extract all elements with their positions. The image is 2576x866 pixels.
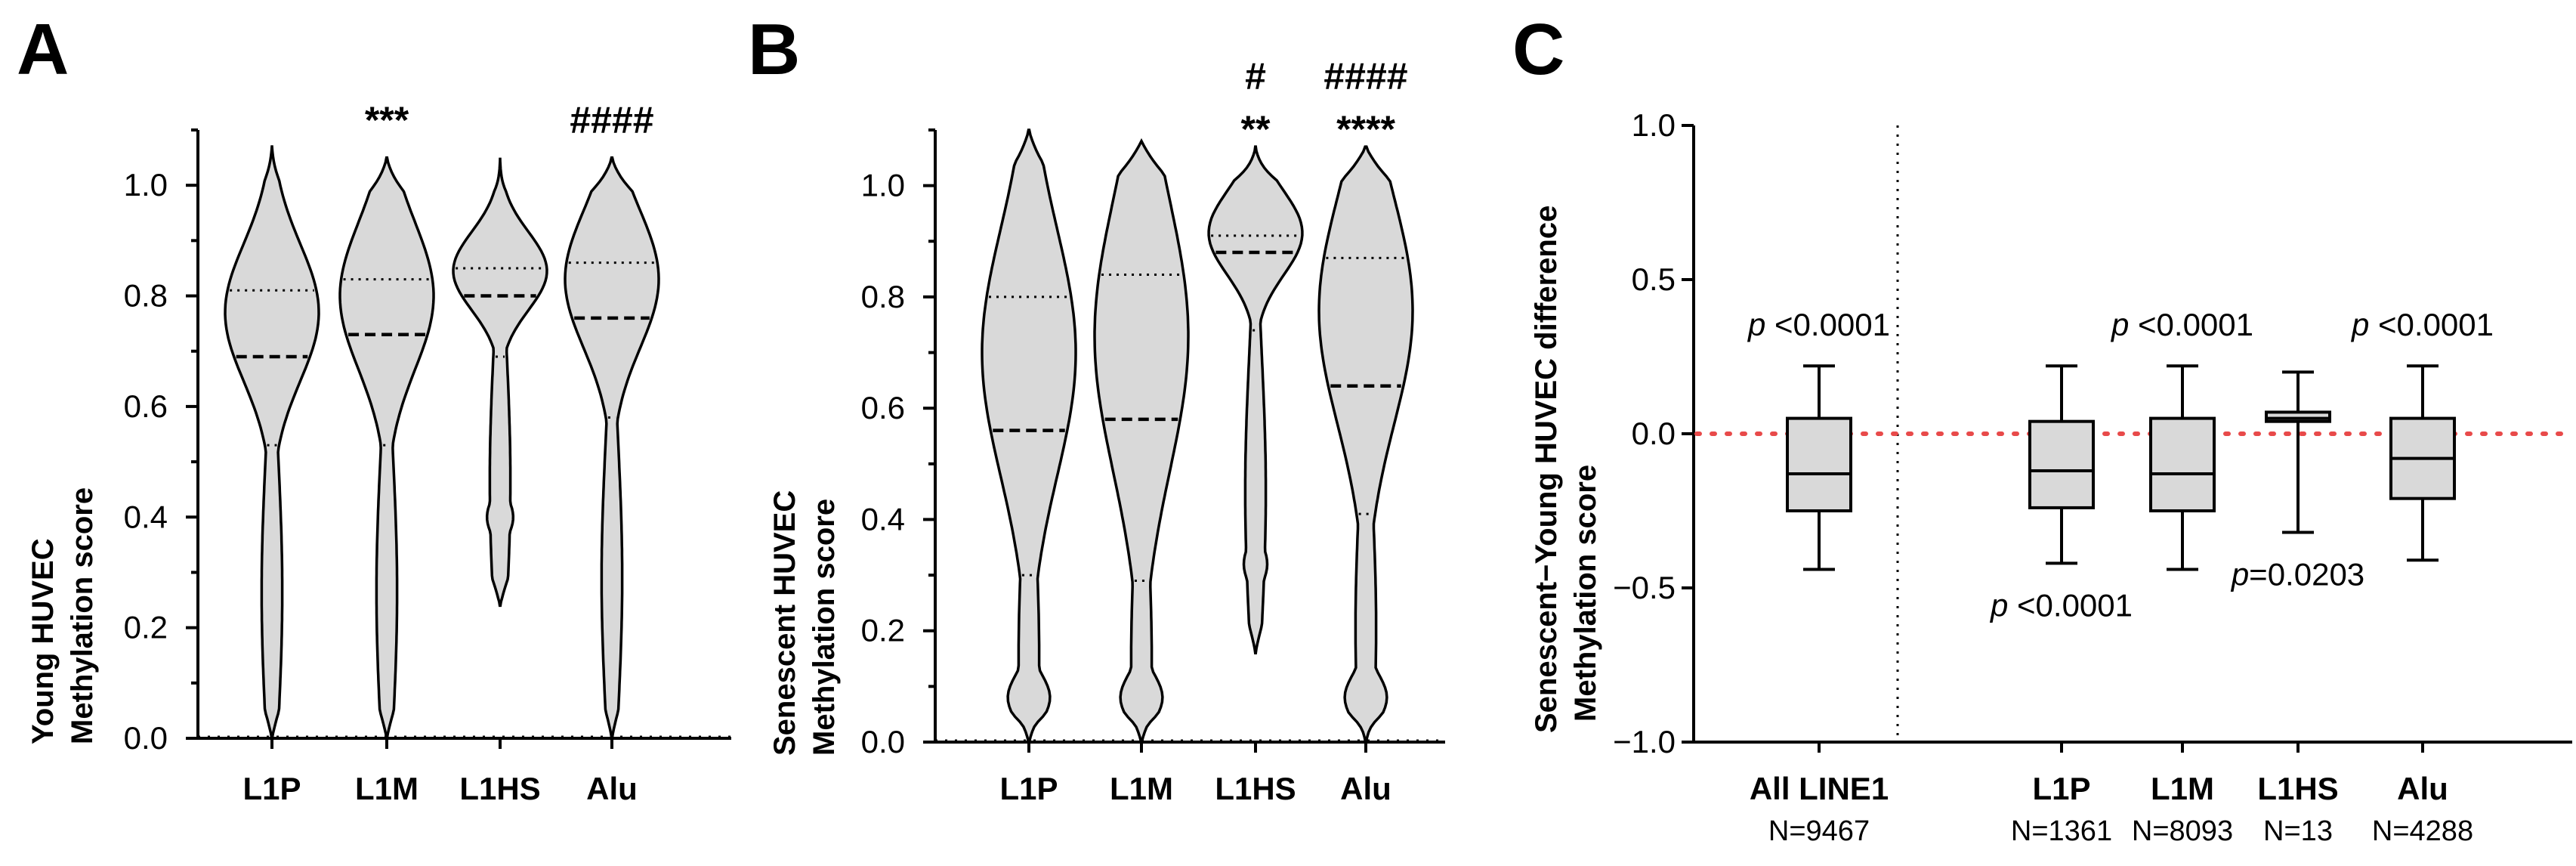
y-tick-label: 0.0: [124, 720, 168, 756]
panel-a-y-title-line1: Young HUVEC: [26, 538, 60, 744]
violin-l1p: [981, 128, 1077, 744]
panel-b-y-title-line1: Senescent HUVEC: [768, 490, 802, 756]
p-value-text: =0.0203: [2249, 557, 2364, 592]
x-tick-label-all-line1: All LINE1: [1750, 771, 1889, 806]
y-tick-label: 0.5: [1632, 261, 1676, 297]
panel-letter-c: C: [1512, 9, 1564, 90]
y-tick-label: −0.5: [1613, 570, 1676, 605]
x-tick-label-l1m: L1M: [355, 771, 419, 806]
significance-annotation: ***: [365, 99, 409, 141]
y-tick-label: 0.2: [861, 613, 905, 648]
panel-c-box-chart: Senescent−Young HUVEC difference Methyla…: [1530, 107, 2574, 847]
y-tick-label: 0.0: [861, 724, 905, 759]
panel-b-violin-chart: Senescent HUVEC Methylation score 0.0 0.2…: [768, 55, 1445, 806]
y-tick-label: 0.8: [861, 279, 905, 314]
p-symbol: p: [2110, 307, 2129, 342]
y-tick-label: 1.0: [1632, 107, 1676, 143]
violin-alu: [1317, 145, 1414, 744]
significance-annotation-bottom: ****: [1336, 108, 1395, 150]
p-value-label-l1p: p <0.0001: [1989, 587, 2133, 623]
x-tick-label-alu: Alu: [1340, 771, 1391, 806]
sample-size-label-l1p: N=1361: [2011, 815, 2112, 847]
panel-letter-b: B: [748, 9, 800, 90]
x-tick-label-l1p: L1P: [999, 771, 1058, 806]
x-tick-label-l1m: L1M: [1110, 771, 1173, 806]
y-tick-label: 0.0: [1632, 416, 1676, 451]
violin-l1hs: [1207, 145, 1304, 654]
p-symbol: p: [2350, 307, 2369, 342]
significance-annotation-bottom: **: [1241, 108, 1271, 150]
p-value-text: <0.0001: [2369, 307, 2494, 342]
x-tick-label-l1hs: L1HS: [459, 771, 540, 806]
violin-l1hs: [452, 157, 548, 608]
x-tick-label-l1p: L1P: [2032, 771, 2090, 806]
significance-annotation-top: #: [1245, 55, 1266, 97]
box-l1m: [2149, 416, 2216, 512]
p-value-text: <0.0001: [2008, 587, 2133, 623]
x-tick-label-l1p: L1P: [242, 771, 301, 806]
x-tick-label-alu: Alu: [586, 771, 638, 806]
panel-a-violin-chart: Young HUVEC Methylation score 0.0 0.2 0.4 0…: [26, 99, 731, 806]
p-symbol: p: [2230, 557, 2249, 592]
panel-c-y-title-line2: Methylation score: [1569, 465, 1602, 722]
significance-annotation-top: ####: [1324, 55, 1407, 97]
x-tick-label-l1m: L1M: [2151, 771, 2214, 806]
y-tick-label: −1.0: [1613, 724, 1676, 759]
panel-letter-a: A: [17, 9, 69, 90]
box-l1p: [2028, 419, 2095, 509]
p-value-text: <0.0001: [2129, 307, 2253, 342]
panel-a-y-title-line2: Methylation score: [66, 487, 99, 744]
p-value-text: <0.0001: [1765, 307, 1890, 342]
p-value-label-all-line1: p <0.0001: [1747, 307, 1890, 342]
panel-b-y-title-line2: Methylation score: [808, 499, 841, 756]
x-tick-label-l1hs: L1HS: [2257, 771, 2338, 806]
panel-c-y-title-line1: Senescent−Young HUVEC difference: [1530, 206, 1563, 733]
p-symbol: p: [1747, 307, 1765, 342]
p-value-label-alu: p <0.0001: [2350, 307, 2494, 342]
x-tick-label-alu: Alu: [2397, 771, 2448, 806]
p-value-label-l1hs: p=0.0203: [2230, 557, 2364, 592]
box-l1hs: [2265, 410, 2331, 423]
y-tick-label: 1.0: [861, 168, 905, 203]
significance-annotation: ####: [570, 99, 653, 141]
sample-size-label-all-line1: N=9467: [1768, 815, 1870, 847]
y-tick-label: 0.2: [124, 610, 168, 645]
y-tick-label: 0.6: [861, 390, 905, 425]
sample-size-label-l1hs: N=13: [2263, 815, 2333, 847]
violin-l1p: [224, 145, 320, 740]
p-value-label-l1m: p <0.0001: [2110, 307, 2253, 342]
sample-size-label-alu: N=4288: [2372, 815, 2473, 847]
box-all-line1: [1786, 416, 1852, 512]
x-tick-label-l1hs: L1HS: [1215, 771, 1296, 806]
y-tick-label: 0.6: [124, 388, 168, 424]
y-tick-label: 0.8: [124, 278, 168, 314]
violin-l1m: [1093, 138, 1190, 744]
y-tick-label: 1.0: [124, 167, 168, 203]
sample-size-label-l1m: N=8093: [2132, 815, 2233, 847]
violin-l1m: [338, 156, 435, 740]
p-symbol: p: [1989, 587, 2008, 623]
y-tick-label: 0.4: [861, 501, 905, 537]
y-tick-label: 0.4: [124, 499, 168, 534]
violin-alu: [564, 156, 660, 740]
